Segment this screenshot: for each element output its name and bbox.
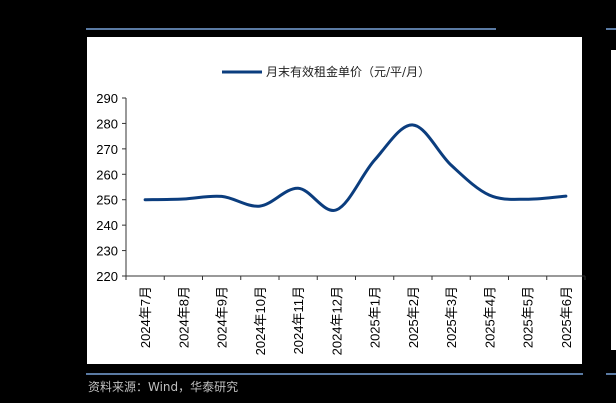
x-tick-label: 2025年2月 bbox=[406, 286, 421, 348]
x-tick-label: 2025年1月 bbox=[368, 286, 383, 348]
adjacent-panel bbox=[611, 50, 616, 350]
series-line bbox=[143, 123, 568, 212]
x-tick-label: 2024年9月 bbox=[215, 286, 230, 348]
x-tick-label: 2025年6月 bbox=[559, 286, 574, 348]
footer-rule bbox=[86, 373, 583, 375]
header-rule bbox=[86, 28, 496, 30]
header-rule-right bbox=[606, 28, 616, 30]
x-tick-label: 2025年4月 bbox=[482, 286, 497, 348]
legend: 月末有效租金单价（元/平/月） bbox=[222, 64, 430, 79]
y-tick-label: 240 bbox=[96, 218, 118, 233]
y-tick-label: 280 bbox=[96, 116, 118, 131]
footer-rule-right bbox=[606, 373, 616, 375]
y-tick-label: 260 bbox=[96, 167, 118, 182]
y-tick-label: 270 bbox=[96, 142, 118, 157]
x-tick-label: 2024年11月 bbox=[291, 286, 306, 354]
y-axis: 220 230 240 250 260 270 280 290 bbox=[96, 91, 127, 284]
legend-label: 月末有效租金单价（元/平/月） bbox=[266, 64, 430, 79]
x-tick-label: 2024年7月 bbox=[138, 286, 153, 348]
x-tick-label: 2024年10月 bbox=[253, 286, 268, 355]
x-tick-label: 2024年12月 bbox=[329, 286, 344, 355]
y-tick-label: 290 bbox=[96, 91, 118, 106]
x-tick-label: 2025年3月 bbox=[444, 286, 459, 348]
y-tick-label: 230 bbox=[96, 244, 118, 259]
source-note: 资料来源：Wind，华泰研究 bbox=[88, 380, 239, 394]
x-tick-label: 2025年5月 bbox=[521, 286, 536, 348]
x-axis: 2024年7月 2024年8月 2024年9月 2024年10月 2024年11月 202… bbox=[125, 275, 586, 355]
y-tick-label: 220 bbox=[96, 269, 118, 284]
y-tick-label: 250 bbox=[96, 193, 118, 208]
x-tick-label: 2024年8月 bbox=[176, 286, 191, 348]
